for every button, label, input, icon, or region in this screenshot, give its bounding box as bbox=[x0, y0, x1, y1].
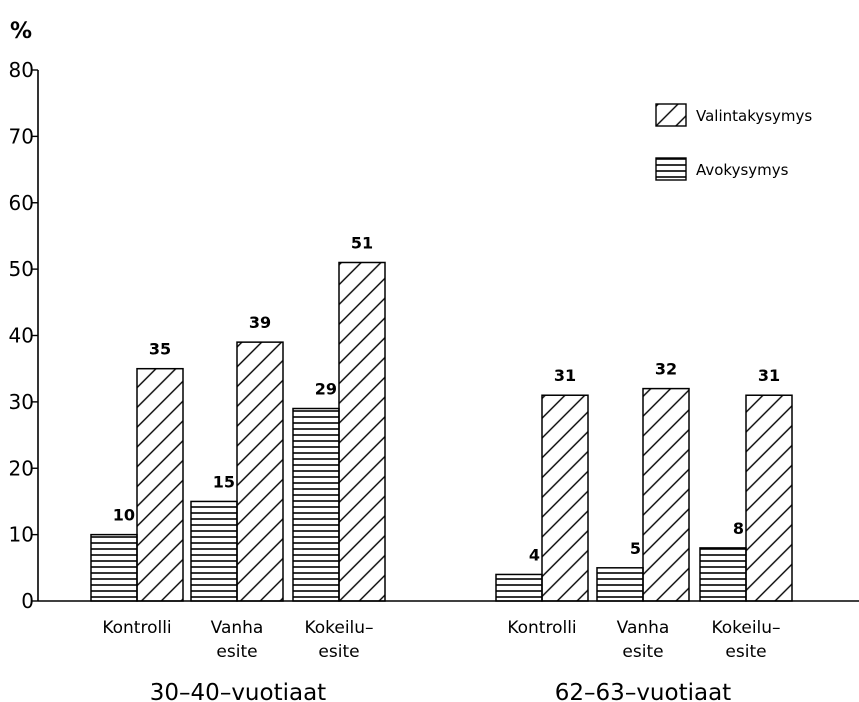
legend-swatch-diagonal bbox=[655, 103, 687, 127]
data-label: 4 bbox=[529, 545, 540, 564]
bar-horizontal bbox=[190, 500, 238, 602]
bar-diagonal bbox=[236, 341, 284, 602]
bar-horizontal bbox=[90, 533, 138, 602]
bar-diagonal bbox=[642, 387, 690, 602]
category-label: esite bbox=[216, 642, 257, 662]
y-tick-label: 10 bbox=[9, 523, 34, 547]
bar-horizontal bbox=[495, 573, 543, 602]
data-label: 32 bbox=[655, 360, 677, 379]
bar-horizontal bbox=[596, 567, 644, 602]
group-label: 30–40–vuotiaat bbox=[150, 680, 326, 702]
y-tick-label: 60 bbox=[9, 191, 34, 215]
category-label: esite bbox=[725, 642, 766, 662]
bar-horizontal bbox=[292, 407, 340, 602]
y-tick-label: 30 bbox=[9, 390, 34, 414]
data-label: 8 bbox=[733, 519, 744, 538]
category-label: esite bbox=[318, 642, 359, 662]
y-tick-label: 70 bbox=[9, 124, 34, 148]
y-tick-label: 20 bbox=[9, 456, 34, 480]
category-label: Kokeilu– bbox=[711, 618, 780, 638]
legend-swatch-horizontal bbox=[655, 157, 687, 181]
data-label: 29 bbox=[315, 380, 337, 399]
legend-label: Avokysymys bbox=[696, 161, 789, 179]
category-label: Vanha bbox=[211, 618, 264, 638]
bar-diagonal bbox=[745, 394, 793, 602]
data-label: 10 bbox=[113, 506, 135, 525]
group-labels: 30–40–vuotiaat 62–63–vuotiaat bbox=[150, 680, 731, 702]
y-tick-label: 0 bbox=[21, 589, 34, 613]
bar-diagonal bbox=[136, 367, 184, 602]
data-label: 31 bbox=[758, 366, 780, 385]
data-label: 51 bbox=[351, 233, 373, 252]
data-label: 5 bbox=[630, 539, 641, 558]
data-label: 39 bbox=[249, 313, 271, 332]
value-labels: 10 15 29 4 5 8 35 39 51 31 32 31 bbox=[113, 233, 780, 564]
data-label: 15 bbox=[213, 472, 235, 491]
group-label: 62–63–vuotiaat bbox=[555, 680, 731, 702]
data-label: 35 bbox=[149, 340, 171, 359]
category-label: Kokeilu– bbox=[304, 618, 373, 638]
bar-diagonal bbox=[338, 261, 386, 602]
y-tick-label: 40 bbox=[9, 324, 34, 348]
bar-diagonal bbox=[541, 394, 589, 602]
category-label: Vanha bbox=[617, 618, 670, 638]
category-labels: Kontrolli Vanha esite Kokeilu– esite Kontroll… bbox=[102, 618, 780, 662]
y-tick-label: 50 bbox=[9, 257, 34, 281]
y-axis-unit-label: % bbox=[10, 19, 32, 44]
category-label: esite bbox=[622, 642, 663, 662]
legend: Valintakysymys Avokysymys bbox=[655, 103, 812, 181]
legend-label: Valintakysymys bbox=[696, 107, 812, 125]
y-tick-label: 80 bbox=[9, 58, 34, 82]
bar-horizontal bbox=[699, 547, 747, 602]
category-label: Kontrolli bbox=[102, 618, 171, 638]
category-label: Kontrolli bbox=[507, 618, 576, 638]
y-axis: 0 10 20 30 40 50 60 70 80 bbox=[9, 58, 39, 613]
bars bbox=[90, 261, 793, 602]
data-label: 31 bbox=[554, 366, 576, 385]
